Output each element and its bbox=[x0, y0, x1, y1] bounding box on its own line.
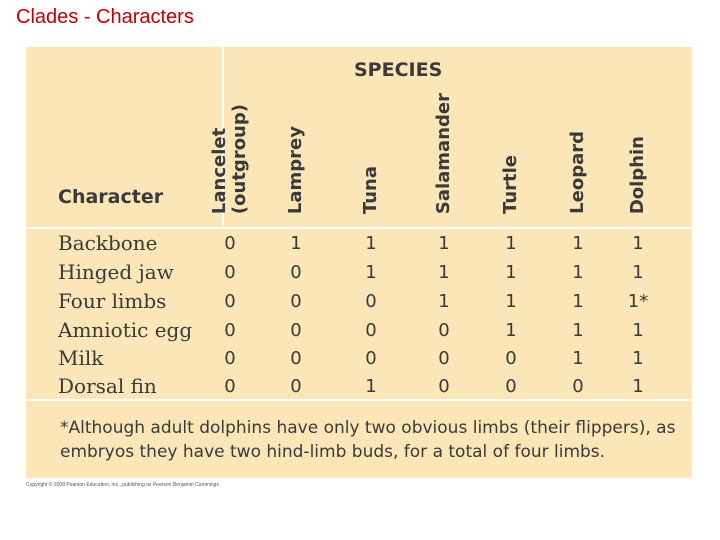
table-cell: 1 bbox=[572, 320, 584, 341]
table-cell: 1 bbox=[572, 233, 584, 254]
table-cell: 0 bbox=[505, 376, 517, 397]
species-label: Lamprey bbox=[285, 125, 306, 214]
table-cell: 0 bbox=[365, 320, 377, 341]
slide-title: Clades - Characters bbox=[16, 6, 194, 28]
table-cell: 1 bbox=[572, 348, 584, 369]
table-cell: 0 bbox=[572, 376, 584, 397]
species-label: Lancelet (outgroup) bbox=[209, 103, 250, 214]
table-cell: 0 bbox=[224, 291, 236, 312]
character-label: Milk bbox=[58, 346, 104, 370]
table-cell: 1 bbox=[632, 320, 644, 341]
character-label: Hinged jaw bbox=[58, 260, 174, 284]
character-label: Four limbs bbox=[58, 289, 167, 313]
table-cell: 0 bbox=[438, 320, 450, 341]
table-cell: 0 bbox=[365, 348, 377, 369]
species-heading: SPECIES bbox=[354, 59, 443, 81]
header-divider bbox=[26, 227, 692, 229]
character-table-figure: SPECIES Character Lancelet (outgroup) Lam… bbox=[26, 47, 692, 478]
species-label: Tuna bbox=[360, 165, 381, 214]
table-cell: 1 bbox=[438, 233, 450, 254]
character-label: Dorsal fin bbox=[58, 374, 157, 398]
character-label: Backbone bbox=[58, 231, 158, 255]
table-cell: 0 bbox=[290, 376, 302, 397]
footnote-divider bbox=[26, 399, 692, 401]
table-cell: 1 bbox=[505, 262, 517, 283]
species-label: Dolphin bbox=[627, 135, 648, 214]
table-cell: 0 bbox=[438, 376, 450, 397]
table-cell: 1 bbox=[505, 291, 517, 312]
table-cell: 0 bbox=[438, 348, 450, 369]
table-cell: 0 bbox=[290, 291, 302, 312]
species-label: Leopard bbox=[567, 131, 588, 214]
table-cell: 0 bbox=[290, 262, 302, 283]
table-cell: 1 bbox=[505, 320, 517, 341]
table-cell: 0 bbox=[224, 376, 236, 397]
table-cell: 1 bbox=[632, 262, 644, 283]
table-cell: 0 bbox=[290, 320, 302, 341]
table-cell: 0 bbox=[505, 348, 517, 369]
table-cell: 1 bbox=[290, 233, 302, 254]
table-cell: 1 bbox=[438, 262, 450, 283]
character-label: Amniotic egg bbox=[58, 318, 193, 342]
table-cell: 1 bbox=[632, 233, 644, 254]
table-cell: 0 bbox=[224, 320, 236, 341]
table-cell: 1* bbox=[627, 291, 649, 312]
table-cell: 0 bbox=[365, 291, 377, 312]
table-cell: 1 bbox=[505, 233, 517, 254]
species-label: Salamander bbox=[433, 92, 454, 214]
table-cell: 1 bbox=[365, 376, 377, 397]
footnote: *Although adult dolphins have only two o… bbox=[60, 418, 676, 462]
column-divider bbox=[222, 47, 224, 227]
table-cell: 0 bbox=[224, 348, 236, 369]
table-cell: 1 bbox=[572, 291, 584, 312]
table-cell: 1 bbox=[365, 262, 377, 283]
copyright-notice: Copyright © 2008 Pearson Education, Inc.… bbox=[26, 482, 219, 488]
table-cell: 1 bbox=[572, 262, 584, 283]
table-cell: 0 bbox=[290, 348, 302, 369]
table-cell: 0 bbox=[224, 262, 236, 283]
character-heading: Character bbox=[58, 186, 164, 208]
table-cell: 1 bbox=[632, 348, 644, 369]
table-cell: 1 bbox=[365, 233, 377, 254]
table-cell: 1 bbox=[438, 291, 450, 312]
species-label: Turtle bbox=[500, 155, 521, 214]
table-cell: 1 bbox=[632, 376, 644, 397]
table-cell: 0 bbox=[224, 233, 236, 254]
